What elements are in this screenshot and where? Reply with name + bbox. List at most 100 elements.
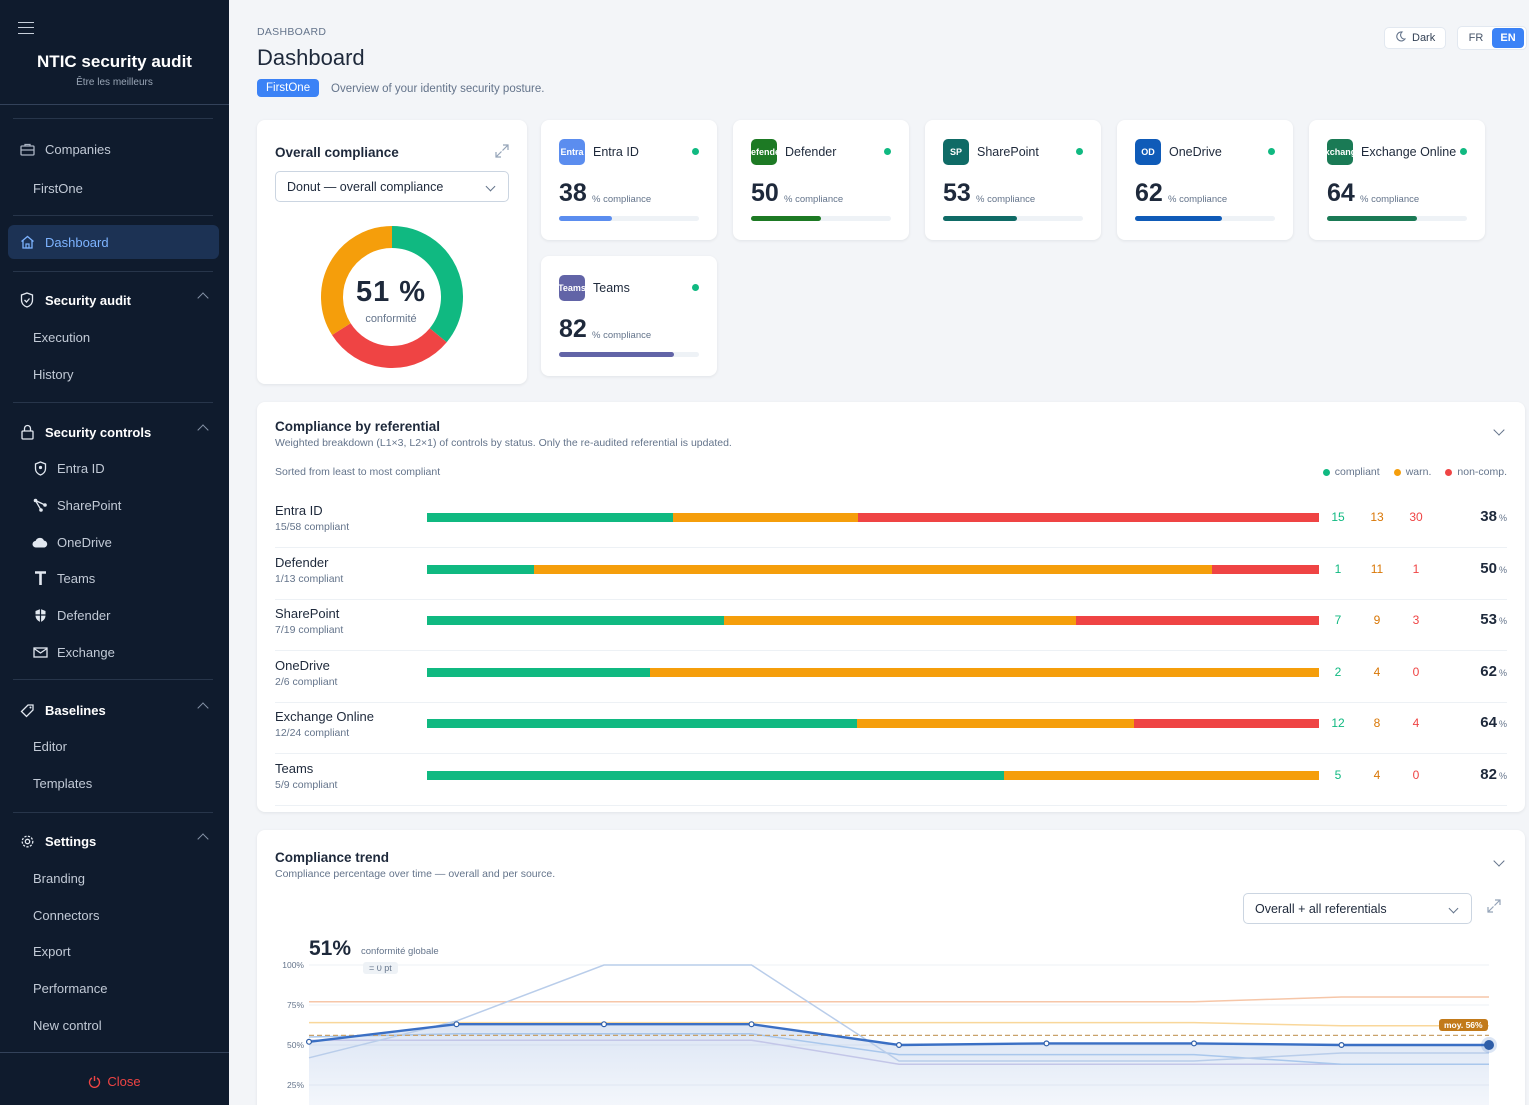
theme-toggle-button[interactable]: Dark [1384, 27, 1446, 49]
count-warn: 9 [1373, 613, 1381, 628]
overall-label: conformité [365, 313, 417, 325]
series-line[interactable] [309, 996, 1489, 1003]
sidebar-item-sharepoint[interactable]: SharePoint [0, 488, 229, 522]
sidebar-section-security-audit[interactable]: Security audit [0, 283, 229, 317]
home-icon [19, 234, 35, 250]
sidebar-item-branding[interactable]: Branding [0, 861, 229, 895]
referential-row[interactable]: Exchange Online 12/24 compliant 12 8 4 64% [275, 702, 1507, 755]
trend-series-select[interactable]: Overall + all referentials [1243, 893, 1472, 924]
count-warn: 4 [1373, 664, 1381, 679]
data-point[interactable] [748, 1021, 755, 1028]
menu-icon[interactable] [18, 22, 34, 34]
bar-segment-compliant [427, 771, 1005, 780]
sidebar-item-exchange[interactable]: Exchange [0, 635, 229, 669]
source-card[interactable]: Exchange Exchange Online 64 % compliance [1309, 120, 1485, 240]
breadcrumb: DASHBOARD [257, 26, 327, 38]
data-point[interactable] [1043, 1040, 1050, 1047]
lang-en-button[interactable]: EN [1492, 28, 1524, 48]
percent-unit: % [1498, 513, 1507, 523]
sidebar-item-execution[interactable]: Execution [0, 320, 229, 354]
sidebar-section-settings[interactable]: Settings [0, 824, 229, 858]
donut-segment-non-compliant[interactable] [332, 322, 447, 368]
data-point[interactable] [1338, 1042, 1345, 1049]
referential-percent: 62% [1450, 663, 1507, 680]
sidebar-item-new-control[interactable]: New control [0, 1008, 229, 1042]
source-progress-fill [1135, 216, 1222, 221]
expand-icon[interactable] [1487, 899, 1501, 918]
status-dot [1460, 148, 1467, 155]
data-point[interactable] [601, 1021, 608, 1028]
sidebar-item-dashboard[interactable]: Dashboard [8, 225, 219, 259]
sidebar-item-history[interactable]: History [0, 357, 229, 391]
sidebar-item-company[interactable]: FirstOne [0, 171, 229, 205]
overall-chart-select[interactable]: Donut — overall compliance [275, 171, 509, 202]
company-chip[interactable]: FirstOne [257, 79, 320, 97]
chevron-up-icon[interactable] [197, 833, 209, 845]
sidebar-item-label: Connectors [33, 907, 100, 923]
series-line[interactable] [308, 1033, 1489, 1065]
chevron-down-icon[interactable] [1493, 424, 1505, 436]
trend-title: Compliance trend [275, 850, 390, 865]
app-subtitle: Être les meilleurs [76, 77, 153, 88]
sidebar-item-connectors[interactable]: Connectors [0, 898, 229, 932]
source-card[interactable]: Teams Teams 82 % compliance [541, 256, 717, 376]
bar-segment-noncomp [1076, 616, 1319, 626]
page-title: Dashboard [257, 45, 365, 70]
sidebar-item-teams[interactable]: Teams [0, 561, 229, 595]
chevron-up-icon[interactable] [197, 292, 209, 304]
referential-row[interactable]: Teams 5/9 compliant 5 4 0 82% [275, 754, 1507, 806]
status-dot [692, 284, 699, 291]
source-card[interactable]: Entra Entra ID 38 % compliance [541, 120, 717, 240]
sidebar-item-editor[interactable]: Editor [0, 729, 229, 763]
close-button[interactable]: Close [0, 1074, 229, 1091]
trend-chart [305, 964, 1497, 1105]
source-progress-bar [943, 216, 1083, 221]
expand-icon[interactable] [495, 144, 509, 161]
sidebar-item-templates[interactable]: Templates [0, 766, 229, 800]
referential-row[interactable]: OneDrive 2/6 compliant 2 4 0 62% [275, 651, 1507, 703]
sorted-label: Sorted from least to most compliant [275, 466, 441, 478]
donut-segment-warning[interactable] [321, 226, 393, 336]
sidebar-item-export[interactable]: Export [0, 934, 229, 968]
data-point[interactable] [453, 1021, 460, 1028]
data-point[interactable] [305, 1038, 312, 1045]
divider [0, 1052, 229, 1053]
bar-segment-warn [724, 616, 1077, 626]
referential-count: 1/13 compliant [275, 572, 344, 585]
referential-row[interactable]: Defender 1/13 compliant 1 11 1 50% [275, 548, 1507, 600]
source-card[interactable]: SP SharePoint 53 % compliance [925, 120, 1101, 240]
referential-name: OneDrive [275, 657, 330, 673]
sidebar-item-defender[interactable]: Defender [0, 598, 229, 632]
source-card[interactable]: Defender Defender 50 % compliance [733, 120, 909, 240]
sidebar-item-entra-id[interactable]: Entra ID [0, 451, 229, 485]
referential-stacked-bar [427, 667, 1319, 677]
referential-percent: 82% [1450, 766, 1507, 783]
series-line[interactable] [308, 964, 1489, 1062]
donut-segment-compliant[interactable] [391, 226, 463, 343]
bar-segment-warn [856, 719, 1135, 729]
sidebar-item-companies[interactable]: Companies [0, 132, 229, 166]
sidebar-item-label: Export [33, 943, 71, 959]
lang-fr-button[interactable]: FR [1468, 32, 1484, 44]
sidebar-section-baselines[interactable]: Baselines [0, 693, 229, 727]
data-point[interactable] [1190, 1040, 1197, 1047]
sidebar-section-label: Baselines [45, 702, 106, 718]
count-noncomp: 4 [1412, 716, 1420, 731]
percent-value: 82 [1480, 766, 1497, 783]
data-point[interactable] [895, 1042, 902, 1049]
series-line[interactable] [309, 1021, 1489, 1027]
data-point[interactable] [1484, 1040, 1494, 1050]
chevron-up-icon[interactable] [197, 702, 209, 714]
referential-row[interactable]: SharePoint 7/19 compliant 7 9 3 53% [275, 599, 1507, 652]
percent-unit: % [1498, 771, 1507, 781]
series-line[interactable] [309, 1039, 1489, 1065]
chevron-up-icon[interactable] [197, 424, 209, 436]
sidebar-item-performance[interactable]: Performance [0, 971, 229, 1005]
source-card[interactable]: OD OneDrive 62 % compliance [1117, 120, 1293, 240]
source-progress-bar [1135, 216, 1275, 221]
referential-stacked-bar [427, 513, 1319, 522]
sidebar-section-security-controls[interactable]: Security controls [0, 415, 229, 449]
moon-icon [1395, 31, 1407, 45]
referential-row[interactable]: Entra ID 15/58 compliant 15 13 30 38% [275, 496, 1507, 548]
sidebar-item-onedrive[interactable]: OneDrive [0, 525, 229, 559]
